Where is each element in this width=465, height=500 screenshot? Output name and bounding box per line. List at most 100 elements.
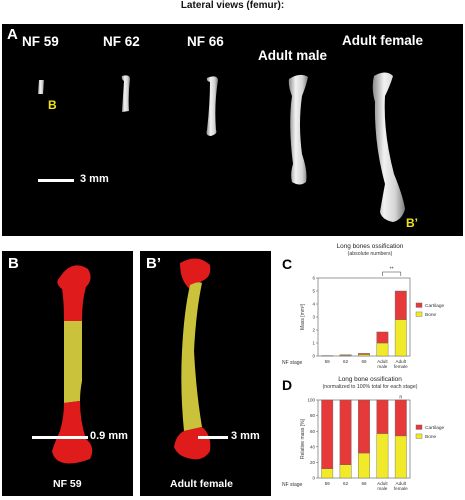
caption-b-prime: Adult female bbox=[170, 478, 234, 490]
y-axis-label: Mass [mm³] bbox=[300, 303, 306, 330]
chart-c-subtitle: (absolute numbers) bbox=[347, 251, 393, 257]
x-tick-label: 59 bbox=[325, 359, 331, 364]
legend-swatch-cartilage bbox=[415, 302, 423, 308]
y-tick-label: 60 bbox=[310, 429, 316, 434]
chart-d: 0 20 40 60 80 100 Relative mass [%] NF stage 59 6… bbox=[282, 395, 445, 492]
legend-label-cartilage: Cartilage bbox=[425, 425, 445, 431]
chart-d-title: Long bone ossification bbox=[338, 376, 402, 383]
x-tick-label: female bbox=[394, 364, 408, 369]
y-tick-label: 5 bbox=[312, 289, 315, 294]
significance-marker: ** bbox=[390, 267, 394, 273]
legend-label-bone: Bone bbox=[425, 312, 437, 318]
bar-bone bbox=[376, 433, 389, 479]
x-axis-label: NF stage bbox=[282, 360, 303, 366]
bar-bone bbox=[376, 342, 389, 357]
chart-d-subtitle: (normalized to 100% total for each stage… bbox=[322, 384, 418, 390]
scale-bar-b bbox=[32, 436, 88, 439]
marker-b: B bbox=[48, 98, 57, 112]
legend-label-cartilage: Cartilage bbox=[425, 303, 445, 309]
panel-c-letter: C bbox=[282, 256, 293, 272]
y-tick-label: 6 bbox=[312, 276, 315, 281]
panel-b-letter: B bbox=[8, 255, 19, 272]
legend-swatch-cartilage bbox=[415, 424, 423, 430]
bar-bone bbox=[321, 468, 334, 479]
bar-cartilage bbox=[376, 331, 389, 344]
x-tick-label: Adult bbox=[377, 359, 388, 364]
bar-cartilage bbox=[394, 290, 407, 320]
annotation-marker: n bbox=[399, 395, 402, 401]
bar-bone bbox=[394, 435, 407, 479]
legend-swatch-bone bbox=[415, 433, 423, 439]
bar-bone bbox=[358, 452, 370, 479]
bone-diaphysis bbox=[181, 282, 202, 431]
femur-3d-adult-female bbox=[174, 258, 211, 460]
stage-label-adult-female: Adult female bbox=[342, 33, 424, 48]
cartilage-distal bbox=[174, 427, 211, 460]
stage-label-nf59: NF 59 bbox=[22, 34, 59, 49]
x-tick-label: 62 bbox=[343, 359, 349, 364]
y-tick-label: 0 bbox=[312, 354, 315, 359]
significance-bracket bbox=[382, 271, 402, 276]
x-tick-label: male bbox=[377, 486, 387, 491]
bar-cartilage bbox=[358, 353, 370, 355]
x-tick-label: male bbox=[377, 364, 387, 369]
y-tick-label: 100 bbox=[307, 398, 315, 403]
bar-cartilage bbox=[376, 399, 389, 434]
x-tick-label: Adult bbox=[396, 481, 407, 486]
y-tick-label: 3 bbox=[312, 315, 315, 320]
y-tick-label: 2 bbox=[312, 328, 315, 333]
bar-cartilage bbox=[321, 399, 334, 469]
scale-label-a: 3 mm bbox=[80, 173, 109, 185]
femur-nf66 bbox=[206, 76, 218, 136]
x-tick-label: 62 bbox=[343, 481, 349, 486]
legend-label-bone: Bone bbox=[425, 434, 437, 440]
panel-b-prime-letter: B’ bbox=[146, 255, 161, 272]
x-tick-label: Adult bbox=[377, 481, 388, 486]
bar-cartilage bbox=[358, 399, 370, 454]
y-tick-label: 40 bbox=[310, 444, 316, 449]
x-tick-label: Adult bbox=[396, 359, 407, 364]
scale-bar-a bbox=[38, 179, 74, 182]
x-tick-label: female bbox=[394, 486, 408, 491]
chart-c-title: Long bones ossification bbox=[336, 243, 404, 250]
scale-bar-b-prime bbox=[198, 436, 228, 439]
stage-label-adult-male: Adult male bbox=[258, 48, 328, 63]
panel-b-nf59: B 0.9 mm NF 59 bbox=[2, 251, 133, 496]
femur-adult-male bbox=[288, 74, 308, 185]
panel-a-letter: A bbox=[7, 26, 18, 43]
stage-label-nf66: NF 66 bbox=[187, 34, 224, 49]
caption-b: NF 59 bbox=[53, 478, 82, 490]
x-axis-label: NF stage bbox=[282, 482, 303, 488]
x-tick-label: 59 bbox=[325, 481, 331, 486]
cartilage-distal bbox=[52, 401, 93, 464]
marker-b-prime: B’ bbox=[406, 216, 418, 230]
cartilage-proximal bbox=[57, 265, 91, 321]
x-tick-label: 66 bbox=[361, 481, 367, 486]
bar-cartilage bbox=[394, 399, 407, 437]
panel-d-letter: D bbox=[282, 377, 293, 393]
stage-label-nf62: NF 62 bbox=[103, 34, 140, 49]
bar-cartilage bbox=[339, 354, 352, 356]
y-tick-label: 80 bbox=[310, 413, 316, 418]
femur-nf62 bbox=[121, 75, 130, 112]
bar-bone bbox=[358, 354, 370, 357]
y-tick-label: 1 bbox=[312, 341, 315, 346]
femur-nf59 bbox=[38, 80, 44, 94]
panel-b-prime-adult-female: B’ 3 mm Adult female bbox=[140, 251, 271, 496]
y-tick-label: 20 bbox=[310, 460, 316, 465]
femur-adult-female bbox=[372, 72, 405, 222]
y-axis-label: Relative mass [%] bbox=[300, 418, 306, 459]
x-tick-label: 66 bbox=[361, 359, 367, 364]
y-tick-label: 4 bbox=[312, 302, 315, 307]
scale-label-b-prime: 3 mm bbox=[231, 430, 260, 442]
bar-cartilage bbox=[339, 399, 352, 465]
legend-swatch-bone bbox=[415, 311, 423, 317]
cartilage-proximal bbox=[180, 258, 211, 289]
figure-title: Lateral views (femur): bbox=[180, 0, 285, 11]
panel-a-lateral-views: A NF 59 NF 62 NF 66 Adult male Adult fem… bbox=[2, 24, 463, 236]
y-tick-label: 0 bbox=[312, 476, 315, 481]
bar-bone bbox=[394, 319, 407, 357]
scale-label-b: 0.9 mm bbox=[90, 430, 128, 442]
femur-3d-nf59 bbox=[52, 265, 93, 464]
